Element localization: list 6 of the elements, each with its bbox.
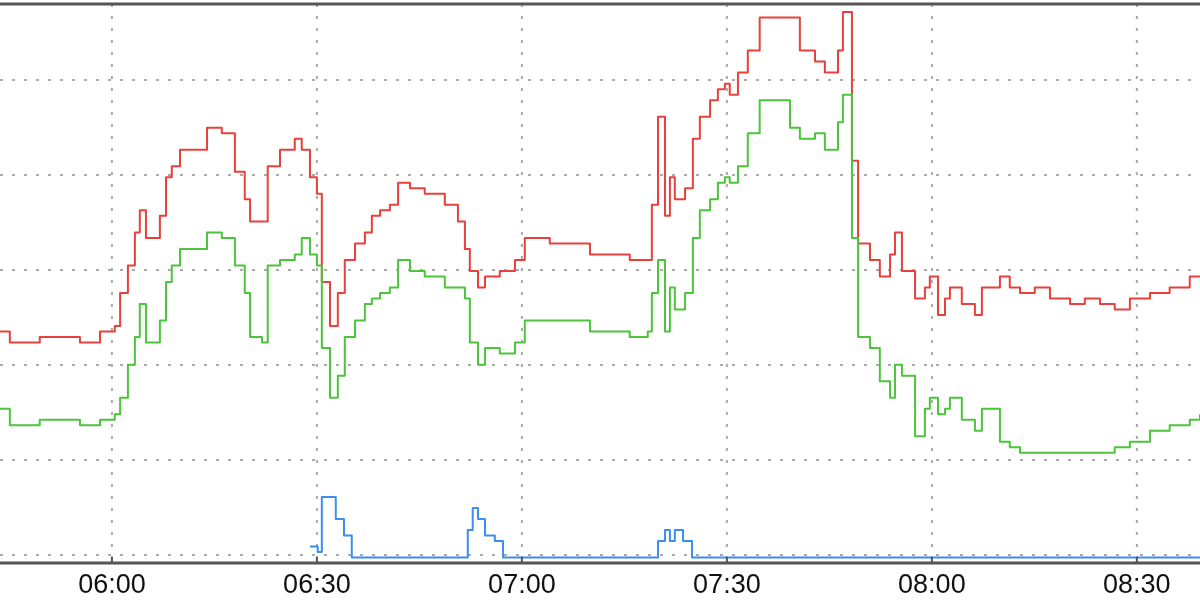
x-tick-label: 07:30 [693,569,761,599]
x-tick-label: 08:00 [898,569,966,599]
x-tick-label: 06:30 [283,569,351,599]
x-tick-label: 07:00 [488,569,556,599]
x-tick-label: 08:30 [1103,569,1171,599]
x-tick-label: 06:00 [78,569,146,599]
